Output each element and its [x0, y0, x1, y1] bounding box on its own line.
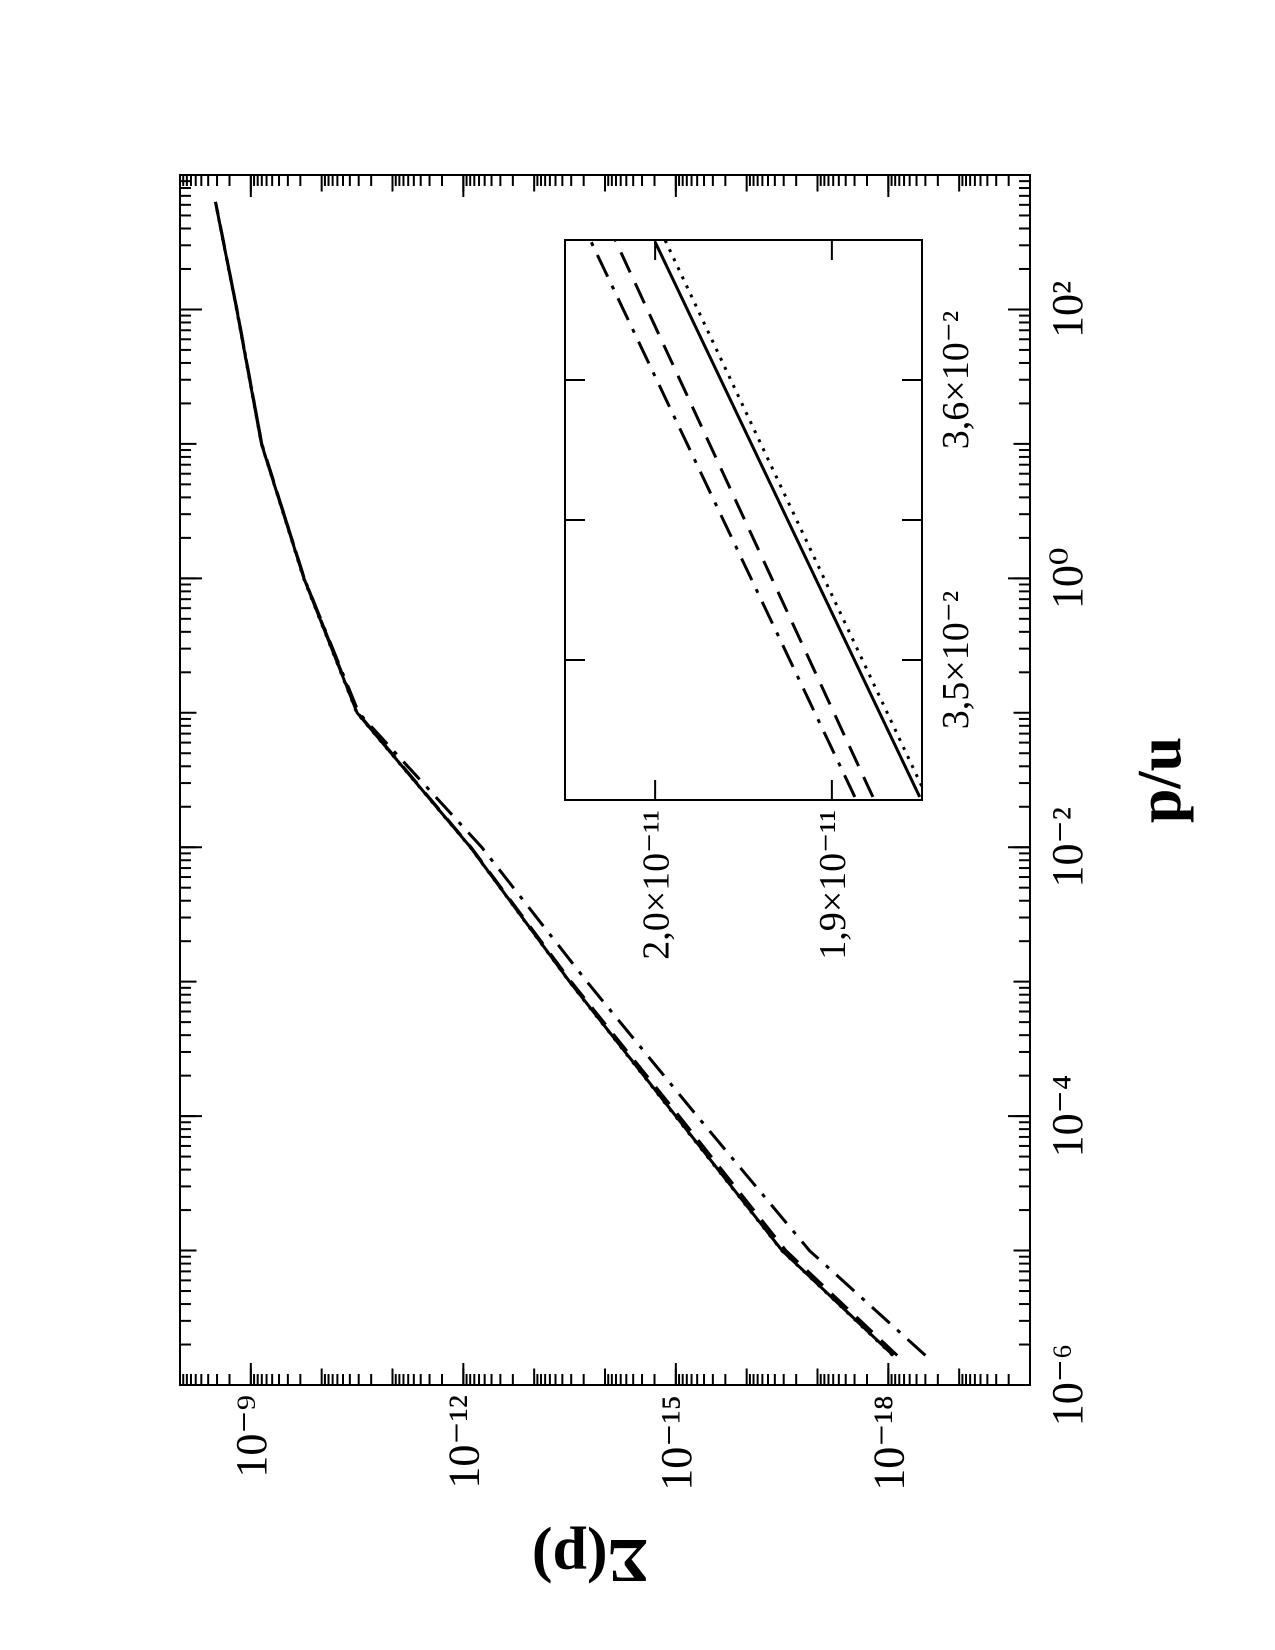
y-tick-label: 1,9×10⁻¹¹ [812, 810, 854, 960]
series-line [613, 239, 875, 798]
y-tick-label: 10⁻⁹ [227, 1395, 276, 1478]
series-line [214, 201, 927, 1357]
x-tick-label: 10² [1043, 281, 1092, 338]
y-tick-label: 10⁻¹⁵ [652, 1395, 701, 1491]
x-tick-label: 10⁻² [1043, 807, 1092, 887]
x-tick-label: 3,6×10⁻² [935, 311, 977, 449]
x-tick-label: 3,5×10⁻² [935, 591, 977, 729]
x-axis-label: p/u [1126, 737, 1194, 823]
x-tick-label: 10⁻⁶ [1043, 1344, 1092, 1427]
x-tick-label: 10⁰ [1043, 548, 1092, 610]
inset-frame [564, 239, 923, 801]
x-tick-label: 10⁻⁴ [1043, 1075, 1092, 1158]
y-axis-label: Σ(p) [532, 1526, 648, 1594]
rotated-figure: p/u Σ(p) 10⁻⁶ 10⁻⁴ 10⁻² 10⁰ 10² 10⁻¹⁸ 10⁻¹⁵ 10⁻… [179, 174, 1194, 1594]
series-line [653, 241, 922, 798]
y-tick-label: 2,0×10⁻¹¹ [635, 810, 677, 960]
series-line [588, 239, 857, 798]
y-tick-label: 10⁻¹⁸ [865, 1395, 914, 1491]
series-line [663, 239, 924, 787]
y-tick-label: 10⁻¹² [440, 1395, 489, 1489]
